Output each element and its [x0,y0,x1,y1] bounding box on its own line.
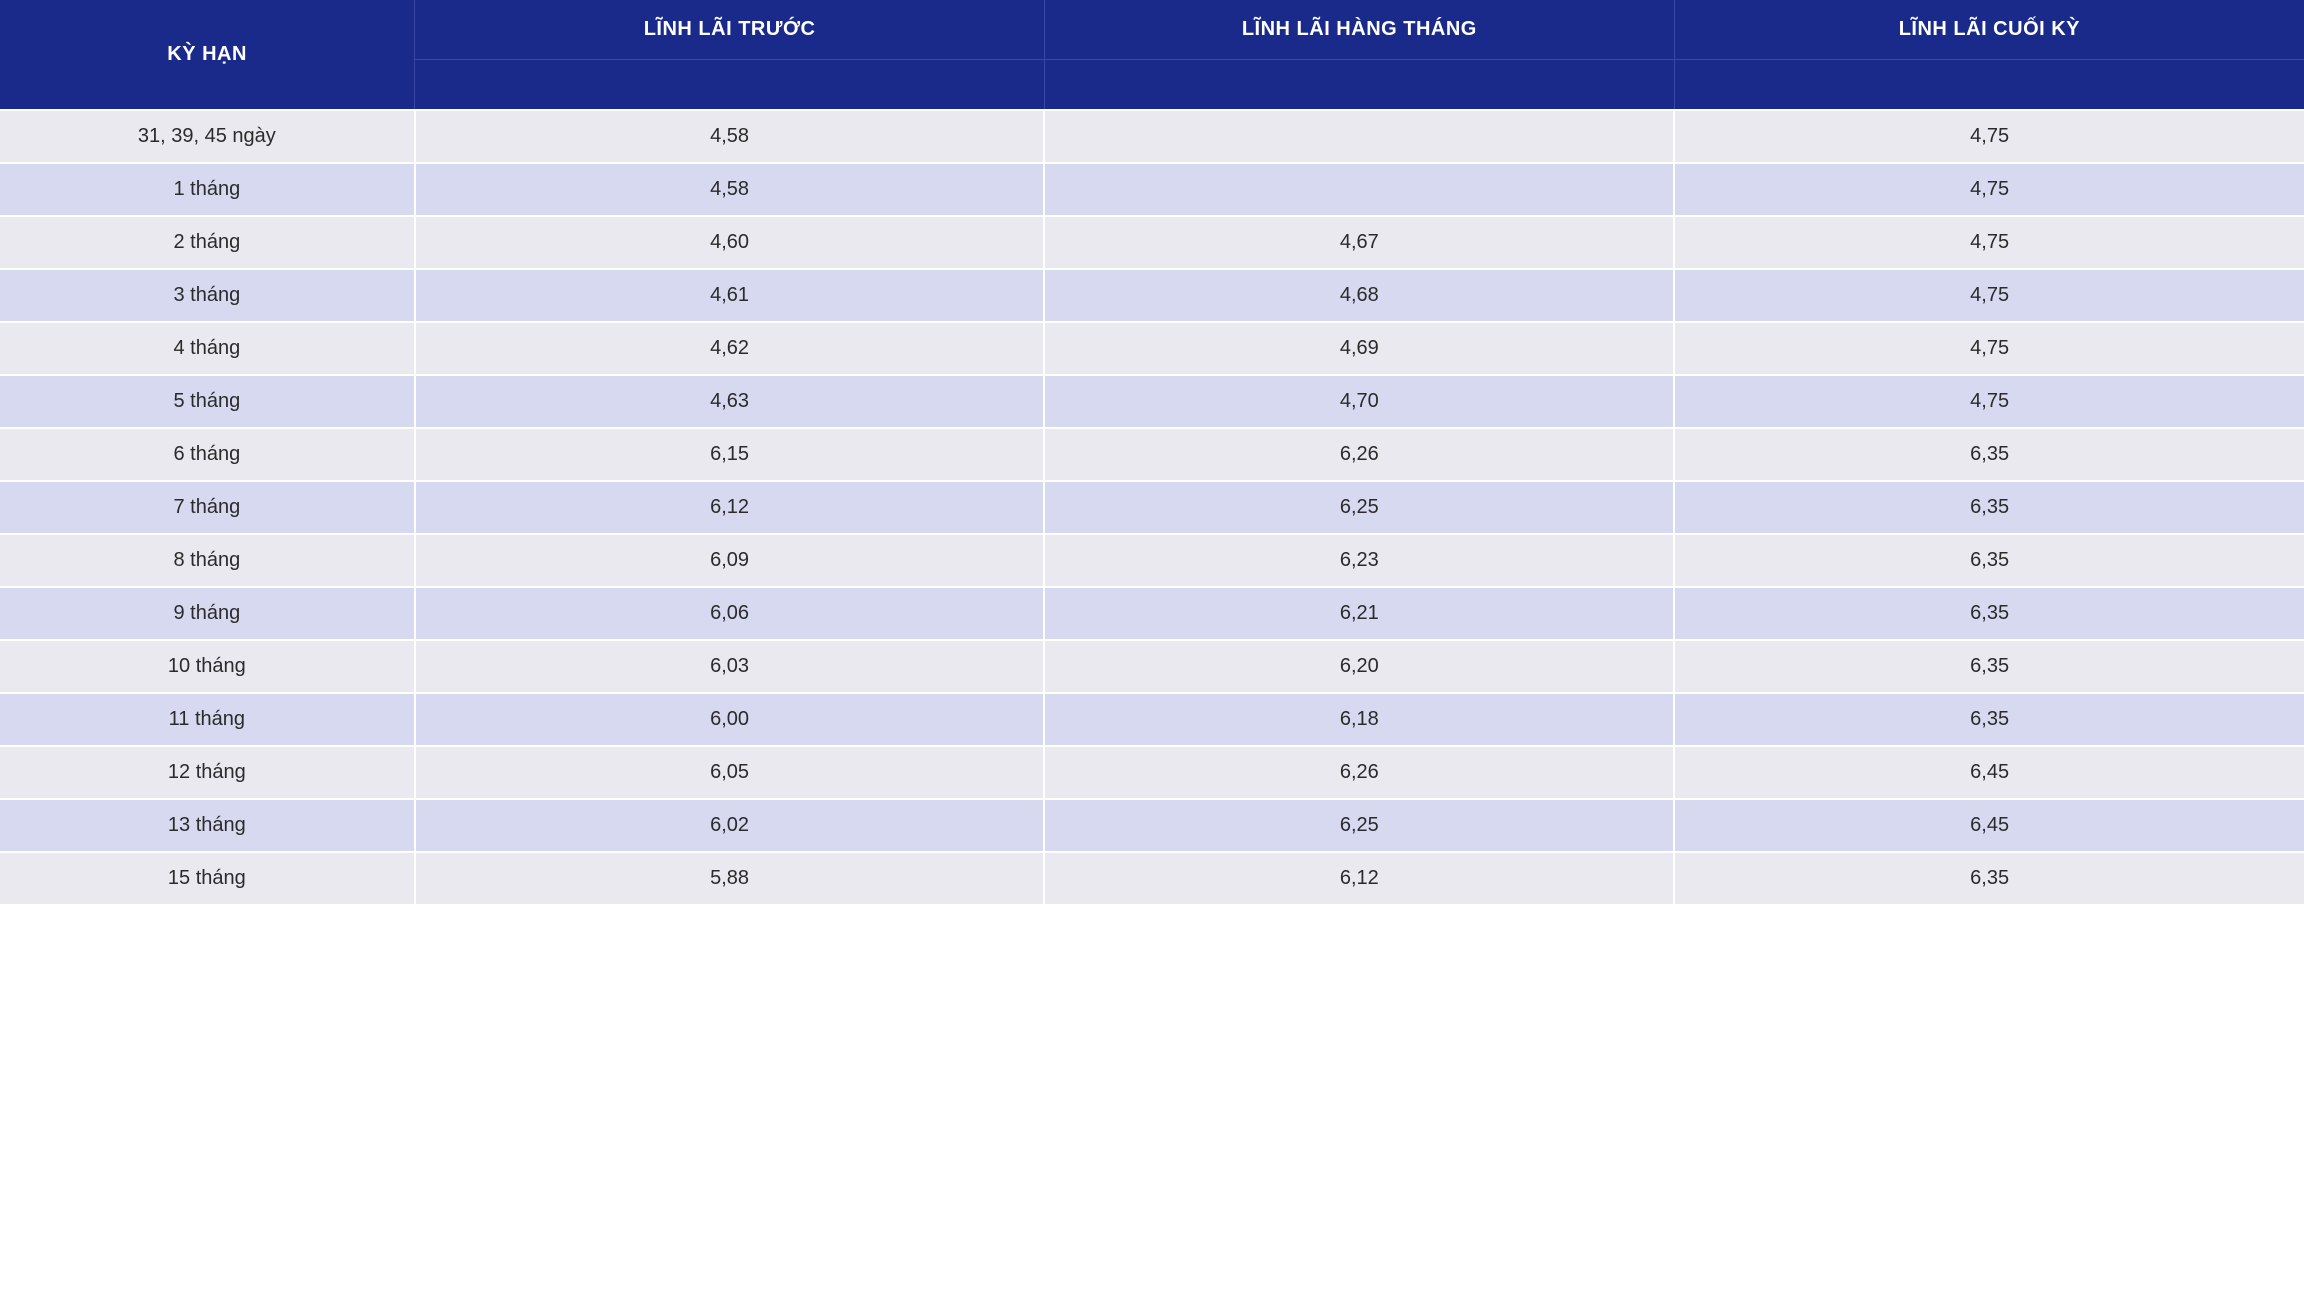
cell-end: 4,75 [1674,375,2304,428]
cell-before: 4,61 [415,269,1045,322]
cell-monthly: 6,20 [1044,640,1674,693]
cell-term: 7 tháng [0,481,415,534]
cell-term: 31, 39, 45 ngày [0,110,415,163]
cell-monthly [1044,110,1674,163]
cell-end: 6,35 [1674,852,2304,904]
cell-term: 2 tháng [0,216,415,269]
table-row: 31, 39, 45 ngày4,58 4,75 [0,110,2304,163]
cell-before: 6,05 [415,746,1045,799]
cell-end: 6,45 [1674,746,2304,799]
cell-monthly: 4,68 [1044,269,1674,322]
table-row: 11 tháng6,006,186,35 [0,693,2304,746]
col-header-term: KỲ HẠN [0,0,415,110]
cell-end: 6,35 [1674,534,2304,587]
cell-end: 6,35 [1674,428,2304,481]
cell-monthly: 4,67 [1044,216,1674,269]
cell-term: 10 tháng [0,640,415,693]
cell-end: 4,75 [1674,322,2304,375]
cell-monthly: 6,18 [1044,693,1674,746]
cell-term: 9 tháng [0,587,415,640]
cell-term: 1 tháng [0,163,415,216]
cell-term: 15 tháng [0,852,415,904]
col-header-end: LĨNH LÃI CUỐI KỲ [1674,0,2304,60]
cell-term: 3 tháng [0,269,415,322]
cell-before: 6,02 [415,799,1045,852]
cell-before: 4,58 [415,110,1045,163]
subheader-end [1674,60,2304,110]
cell-term: 6 tháng [0,428,415,481]
table-head: KỲ HẠN LĨNH LÃI TRƯỚC LĨNH LÃI HÀNG THÁN… [0,0,2304,110]
cell-end: 6,35 [1674,640,2304,693]
cell-end: 4,75 [1674,216,2304,269]
col-header-before: LĨNH LÃI TRƯỚC [415,0,1045,60]
header-row-1: KỲ HẠN LĨNH LÃI TRƯỚC LĨNH LÃI HÀNG THÁN… [0,0,2304,60]
cell-term: 13 tháng [0,799,415,852]
cell-end: 6,35 [1674,693,2304,746]
table-body: 31, 39, 45 ngày4,584,751 tháng4,584,752 … [0,110,2304,904]
table-row: 10 tháng6,036,206,35 [0,640,2304,693]
table-row: 12 tháng6,056,266,45 [0,746,2304,799]
cell-monthly: 6,12 [1044,852,1674,904]
cell-monthly: 6,26 [1044,746,1674,799]
cell-monthly: 4,70 [1044,375,1674,428]
cell-before: 6,06 [415,587,1045,640]
table-row: 7 tháng6,126,256,35 [0,481,2304,534]
table-row: 1 tháng4,58 4,75 [0,163,2304,216]
interest-rate-table: KỲ HẠN LĨNH LÃI TRƯỚC LĨNH LÃI HÀNG THÁN… [0,0,2304,904]
subheader-monthly [1044,60,1674,110]
table-row: 8 tháng6,096,236,35 [0,534,2304,587]
cell-monthly: 6,21 [1044,587,1674,640]
cell-before: 6,03 [415,640,1045,693]
cell-end: 4,75 [1674,110,2304,163]
cell-monthly: 6,25 [1044,481,1674,534]
subheader-before [415,60,1045,110]
table-row: 5 tháng4,634,704,75 [0,375,2304,428]
cell-term: 5 tháng [0,375,415,428]
cell-monthly: 6,25 [1044,799,1674,852]
cell-term: 11 tháng [0,693,415,746]
col-header-monthly: LĨNH LÃI HÀNG THÁNG [1044,0,1674,60]
table-row: 9 tháng6,066,216,35 [0,587,2304,640]
cell-before: 4,60 [415,216,1045,269]
cell-term: 8 tháng [0,534,415,587]
cell-end: 4,75 [1674,269,2304,322]
cell-before: 6,09 [415,534,1045,587]
table-row: 13 tháng6,026,256,45 [0,799,2304,852]
cell-term: 4 tháng [0,322,415,375]
cell-before: 5,88 [415,852,1045,904]
cell-before: 4,63 [415,375,1045,428]
cell-monthly [1044,163,1674,216]
cell-before: 4,62 [415,322,1045,375]
cell-end: 4,75 [1674,163,2304,216]
cell-monthly: 6,23 [1044,534,1674,587]
cell-before: 6,12 [415,481,1045,534]
table-row: 6 tháng6,156,266,35 [0,428,2304,481]
cell-end: 6,45 [1674,799,2304,852]
cell-before: 6,15 [415,428,1045,481]
cell-monthly: 4,69 [1044,322,1674,375]
cell-before: 4,58 [415,163,1045,216]
table-row: 2 tháng4,604,674,75 [0,216,2304,269]
table-row: 3 tháng4,614,684,75 [0,269,2304,322]
table-row: 15 tháng5,886,126,35 [0,852,2304,904]
cell-before: 6,00 [415,693,1045,746]
cell-term: 12 tháng [0,746,415,799]
cell-end: 6,35 [1674,587,2304,640]
table-row: 4 tháng4,624,694,75 [0,322,2304,375]
cell-end: 6,35 [1674,481,2304,534]
cell-monthly: 6,26 [1044,428,1674,481]
